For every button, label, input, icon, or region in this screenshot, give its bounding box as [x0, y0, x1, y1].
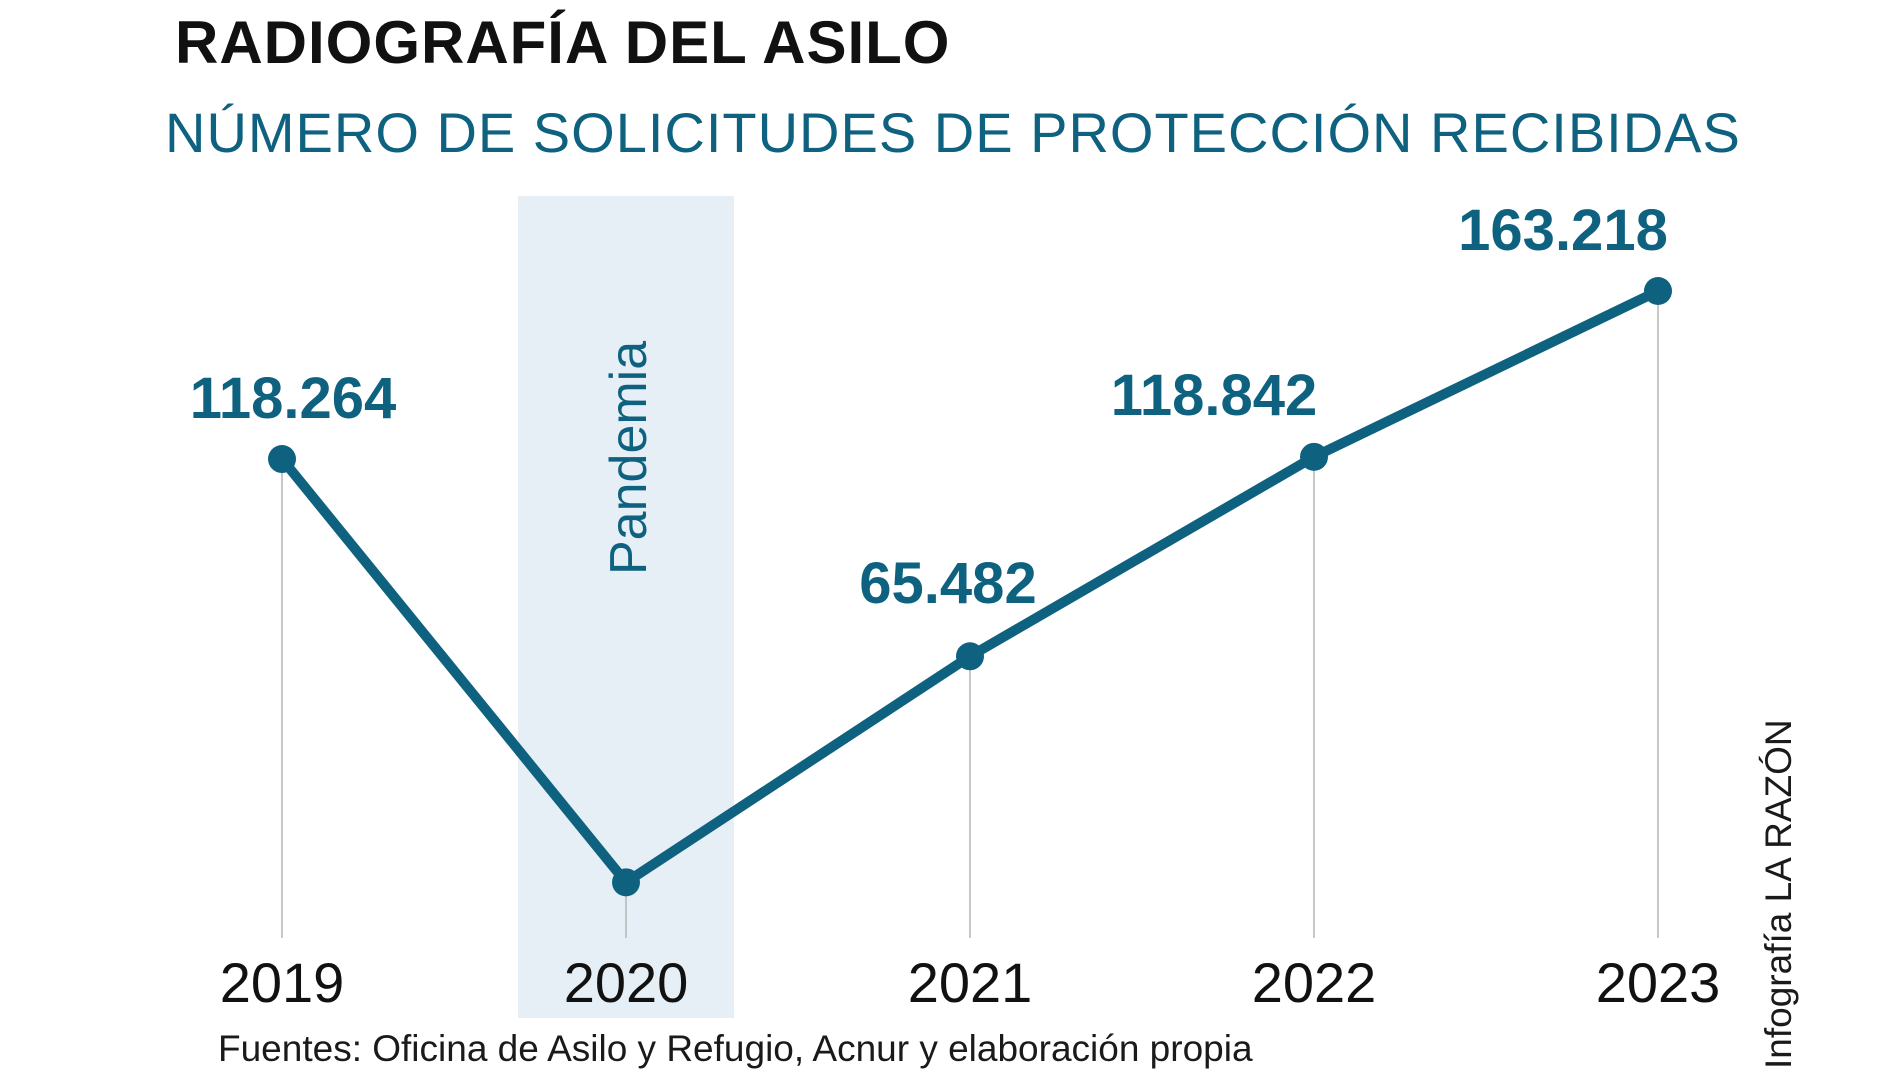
credit-note: Infografía LA RAZÓN — [1758, 719, 1799, 1069]
source-note: Fuentes: Oficina de Asilo y Refugio, Acn… — [218, 1028, 1253, 1069]
highlight-label: Pandemia — [600, 341, 658, 575]
data-point-2022 — [1300, 442, 1328, 471]
data-label-2019: 118.264 — [190, 366, 396, 431]
x-tick-label-2023: 2023 — [1596, 951, 1721, 1014]
chart-title: RADIOGRAFÍA DEL ASILO — [175, 9, 951, 76]
chart-subtitle: NÚMERO DE SOLICITUDES DE PROTECCIÓN RECI… — [165, 101, 1741, 164]
x-tick-label-2020: 2020 — [564, 951, 689, 1014]
data-label-2021: 65.482 — [859, 551, 1036, 616]
x-tick-label-2021: 2021 — [908, 951, 1033, 1014]
data-point-2019 — [268, 445, 296, 474]
data-point-2023 — [1644, 277, 1672, 305]
x-tick-label-2019: 2019 — [220, 951, 345, 1014]
data-label-2022: 118.842 — [1111, 363, 1317, 428]
data-point-2020 — [612, 868, 640, 897]
data-point-2021 — [956, 642, 984, 671]
data-label-2023: 163.218 — [1458, 198, 1668, 263]
x-tick-label-2022: 2022 — [1252, 951, 1377, 1014]
